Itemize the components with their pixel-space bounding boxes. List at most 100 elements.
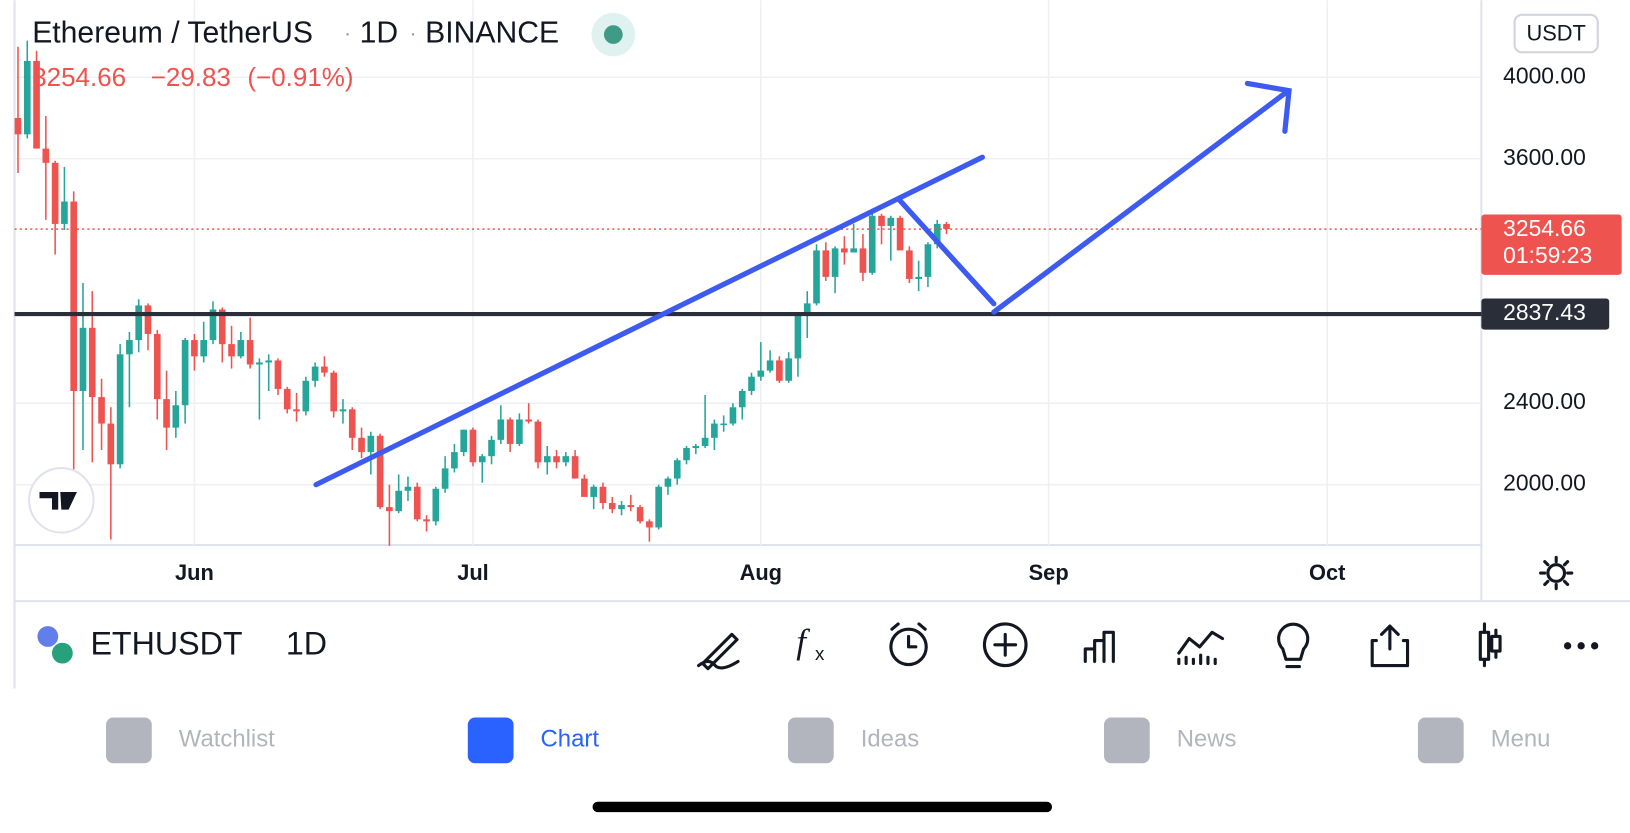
candle-body: [88, 327, 96, 398]
tab-label[interactable]: Ideas: [861, 726, 919, 753]
ideas-icon[interactable]: [1277, 622, 1310, 669]
currency-button[interactable]: [1513, 13, 1599, 54]
x-tick-label: Oct: [1309, 560, 1345, 585]
candle-body: [729, 407, 737, 424]
candle-body: [70, 201, 78, 391]
candle-body: [608, 503, 616, 510]
candles-icon[interactable]: [1478, 622, 1502, 668]
candle-body: [924, 244, 932, 277]
candle-body: [293, 409, 300, 412]
candle-body: [460, 429, 468, 453]
candle-body: [655, 486, 662, 528]
x-tick-label: Jul: [457, 560, 489, 585]
candle-body: [358, 437, 365, 453]
chart-type-icon[interactable]: [1083, 630, 1115, 663]
candle-body: [478, 456, 486, 463]
horizontal-line-label: 2837.43: [1503, 299, 1586, 325]
candle-body: [618, 505, 625, 510]
candle-body: [191, 340, 198, 357]
share-icon[interactable]: [1370, 624, 1410, 668]
candle-body: [859, 248, 867, 273]
candle-body: [116, 354, 124, 465]
candle-body: [228, 344, 235, 357]
tab-icon[interactable]: [1103, 717, 1150, 764]
candle-body: [776, 360, 783, 381]
tab-label[interactable]: Chart: [541, 726, 600, 753]
candle-body: [525, 419, 533, 422]
candle-body: [646, 521, 653, 528]
candle-body: [441, 468, 449, 489]
candle-body: [283, 388, 291, 410]
candle-body: [33, 60, 40, 149]
y-tick-label: 2400.00: [1503, 388, 1586, 414]
candle-body: [274, 360, 282, 389]
candle-body: [683, 448, 690, 461]
last-price-box: [1481, 214, 1622, 275]
candle-body: [423, 519, 430, 522]
last-price-label: 3254.66: [1503, 215, 1586, 241]
add-icon[interactable]: [982, 622, 1028, 668]
candle-body: [98, 397, 105, 424]
candle-body: [822, 250, 830, 277]
more-dot: [1577, 642, 1585, 650]
separator-dot: ·: [344, 22, 351, 45]
candle-body: [376, 435, 384, 508]
tab-label[interactable]: News: [1177, 726, 1237, 753]
countdown: 01:59:23: [1503, 242, 1592, 268]
candle-body: [906, 250, 913, 279]
interval: 1D: [360, 17, 399, 50]
candle-body: [163, 399, 170, 428]
candle-body: [636, 507, 644, 522]
draw-icon[interactable]: [697, 632, 740, 671]
candle-body: [153, 333, 161, 400]
candle-body: [850, 248, 857, 253]
candle-body: [915, 276, 922, 279]
candle-body: [553, 456, 560, 463]
candle-body: [841, 248, 848, 253]
compare-icon[interactable]: [1177, 630, 1225, 666]
tab-icon[interactable]: [467, 717, 514, 764]
indicators-icon-x: x: [815, 643, 825, 664]
indicators-icon[interactable]: f: [796, 622, 810, 661]
candle-body: [404, 486, 412, 491]
candle-body: [831, 248, 839, 277]
y-tick-label: 2000.00: [1503, 470, 1586, 496]
candle-body: [701, 437, 709, 446]
sun-rays: [1539, 555, 1574, 591]
x-tick-label: Sep: [1029, 560, 1069, 585]
candle-body: [785, 358, 792, 381]
alert-icon[interactable]: [889, 627, 928, 667]
candle-body: [321, 366, 328, 373]
candle-body: [135, 305, 143, 341]
exchange: BINANCE: [425, 17, 559, 50]
candle-body: [757, 370, 765, 377]
candle-body: [516, 419, 523, 444]
tab-label[interactable]: Watchlist: [179, 726, 275, 753]
candle-body: [237, 340, 245, 357]
candle-body: [738, 390, 746, 408]
price: 3254.66: [32, 62, 126, 92]
candle-body: [367, 435, 375, 453]
tab-icon[interactable]: [106, 717, 152, 764]
change: −29.83: [151, 62, 231, 92]
candle-body: [172, 405, 180, 428]
settings-icon[interactable]: [1539, 555, 1574, 591]
candle-body: [218, 309, 226, 345]
arrow-head: [1244, 80, 1292, 134]
toolbar-interval[interactable]: 1D: [286, 625, 327, 661]
candle-body: [748, 376, 755, 391]
candle-body: [794, 315, 802, 359]
candle-body: [246, 340, 254, 365]
candle-body: [469, 429, 477, 463]
candle-body: [51, 162, 59, 224]
tab-icon[interactable]: [787, 717, 834, 764]
candle-body: [265, 360, 273, 363]
tab-label[interactable]: Menu: [1491, 726, 1551, 753]
toolbar-symbol[interactable]: ETHUSDT: [90, 625, 242, 661]
candle-body: [200, 340, 208, 357]
y-tick-label: 4000.00: [1503, 62, 1586, 88]
candle-body: [562, 456, 570, 463]
more-dot[interactable]: [1563, 642, 1572, 650]
tab-icon[interactable]: [1417, 717, 1464, 764]
separator-dot: ·: [410, 22, 417, 45]
